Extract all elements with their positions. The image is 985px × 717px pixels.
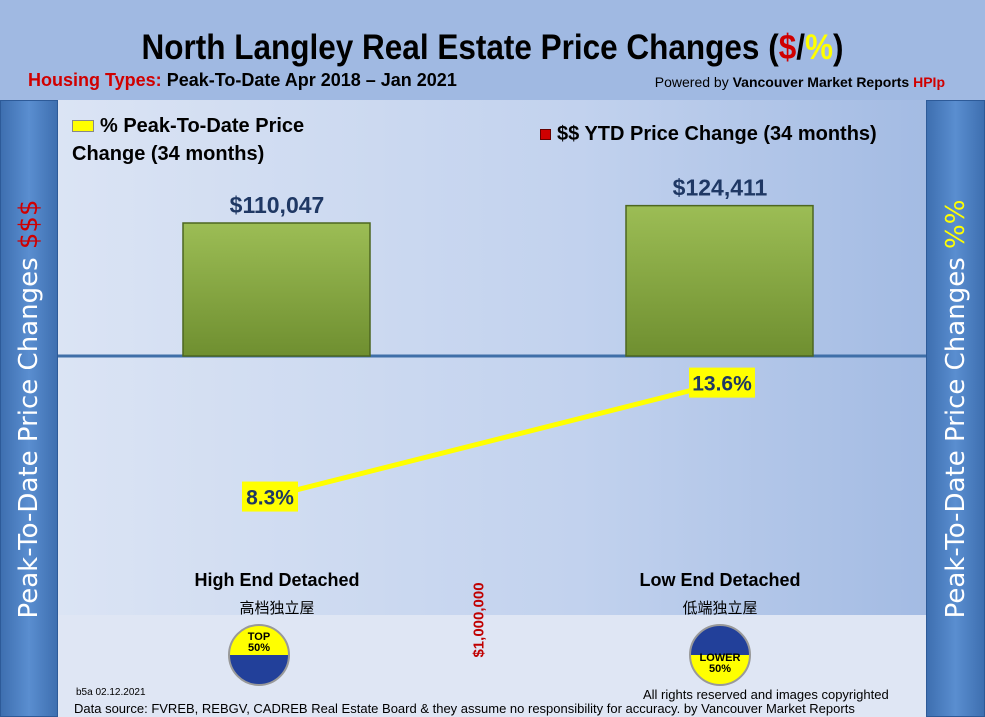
page-title: North Langley Real Estate Price Changes … (141, 28, 844, 67)
divider-label: $1,000,000 (470, 582, 488, 658)
top-50-badge: TOP 50% (228, 624, 290, 686)
legend-dollar: $$ YTD Price Change (34 months) (540, 123, 877, 146)
legend-swatch-bar (540, 129, 551, 140)
bar (625, 204, 814, 357)
lower-panel (58, 615, 926, 717)
bar-value-label: $110,047 (230, 192, 325, 218)
bar (182, 222, 371, 357)
pct-value-label: 13.6% (692, 373, 752, 396)
bar-value-label: $124,411 (673, 175, 768, 201)
pct-label-box (689, 367, 755, 398)
data-source: Data source: FVREB, REBGV, CADREB Real E… (74, 701, 855, 716)
rights-text: All rights reserved and images copyright… (643, 687, 889, 702)
pct-line (269, 380, 723, 499)
powered-by: Powered by Vancouver Market Reports HPIp (654, 74, 945, 90)
category-label-cn: 低端独立屋 (682, 600, 758, 617)
category-label: Low End Detached (639, 570, 801, 590)
subtitle: Housing Types: Peak-To-Date Apr 2018 – J… (28, 70, 457, 90)
chart-panel (58, 100, 926, 717)
pct-label-box (242, 481, 298, 512)
lower-50-badge: LOWER 50% (689, 624, 751, 686)
legend-swatch-line (72, 120, 94, 132)
category-label-cn: 高档独立屋 (239, 600, 315, 617)
category-label: High End Detached (194, 570, 360, 590)
left-axis-banner: Peak-To-Date Price Changes $$$ (0, 100, 58, 717)
legend-pct: % Peak-To-Date Price Change (34 months) (72, 115, 305, 165)
pct-value-label: 8.3% (246, 487, 294, 510)
version-stamp: b5a 02.12.2021 (76, 687, 146, 698)
